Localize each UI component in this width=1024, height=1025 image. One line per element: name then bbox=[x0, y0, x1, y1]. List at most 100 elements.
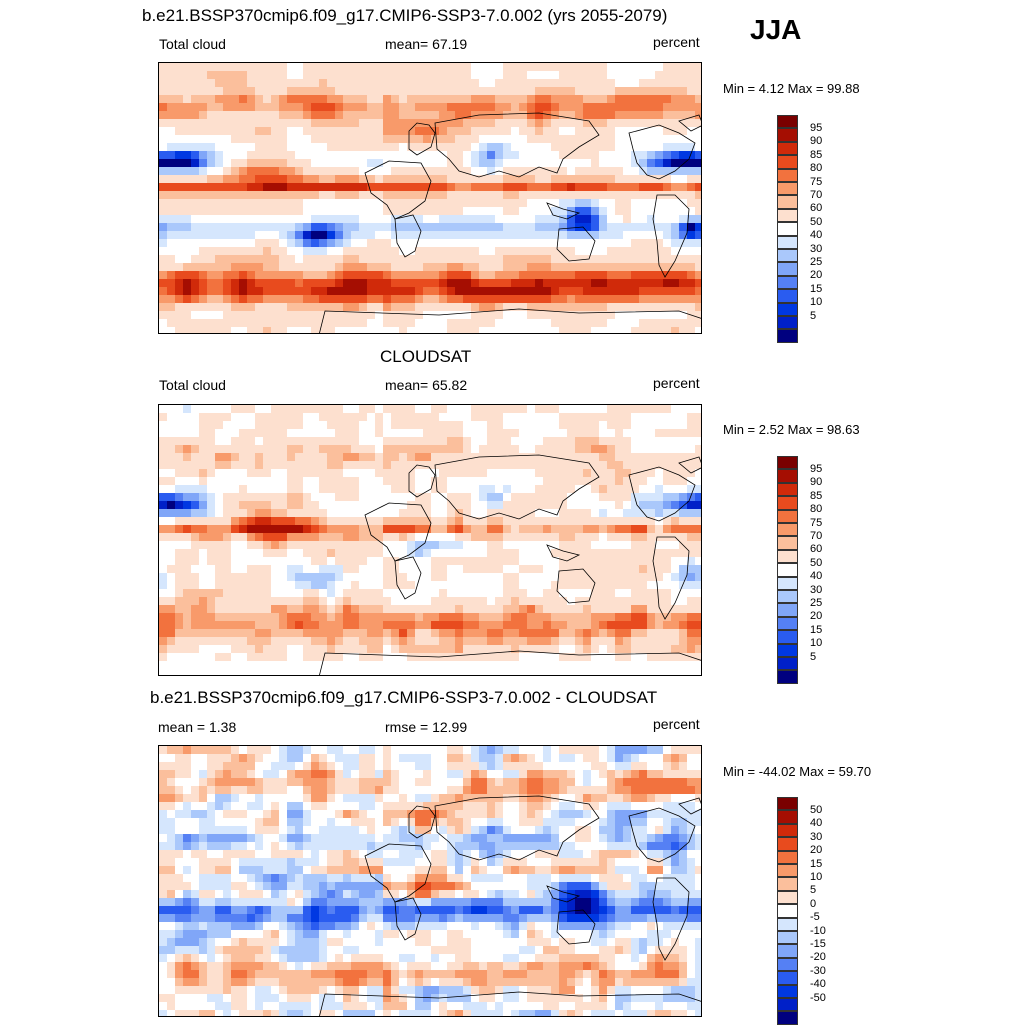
map-cell bbox=[287, 279, 296, 288]
map-cell bbox=[183, 453, 192, 462]
map-cell bbox=[471, 405, 480, 414]
map-cell bbox=[463, 629, 472, 638]
map-cell bbox=[255, 319, 264, 328]
map-cell bbox=[471, 541, 480, 550]
map-cell bbox=[159, 405, 168, 414]
map-cell bbox=[455, 469, 464, 478]
map-cell bbox=[255, 413, 264, 422]
map-cell bbox=[439, 754, 448, 763]
map-cell bbox=[495, 191, 504, 200]
map-cell bbox=[607, 573, 616, 582]
map-cell bbox=[487, 485, 496, 494]
map-cell bbox=[279, 287, 288, 296]
map-cell bbox=[303, 327, 312, 334]
map-cell bbox=[439, 111, 448, 120]
map-cell bbox=[231, 127, 240, 136]
map-cell bbox=[559, 485, 568, 494]
map-cell bbox=[391, 461, 400, 470]
map-cell bbox=[271, 191, 280, 200]
map-cell bbox=[327, 509, 336, 518]
map-cell bbox=[287, 175, 296, 184]
map-cell bbox=[351, 167, 360, 176]
map-cell bbox=[399, 493, 408, 502]
map-cell bbox=[327, 437, 336, 446]
map-cell bbox=[303, 621, 312, 630]
map-cell bbox=[271, 231, 280, 240]
map-cell bbox=[311, 103, 320, 112]
map-cell bbox=[295, 119, 304, 128]
map-cell bbox=[471, 255, 480, 264]
map-cell bbox=[695, 287, 702, 296]
map-cell bbox=[295, 621, 304, 630]
map-cell bbox=[207, 613, 216, 622]
map-cell bbox=[159, 469, 168, 478]
map-cell bbox=[631, 754, 640, 763]
map-cell bbox=[367, 71, 376, 80]
map-cell bbox=[519, 135, 528, 144]
map-cell bbox=[391, 231, 400, 240]
map-cell bbox=[231, 79, 240, 88]
map-cell bbox=[199, 199, 208, 208]
map-cell bbox=[607, 581, 616, 590]
map-cell bbox=[183, 645, 192, 654]
map-cell bbox=[191, 159, 200, 168]
map-cell bbox=[375, 151, 384, 160]
map-cell bbox=[199, 613, 208, 622]
map-cell bbox=[375, 159, 384, 168]
map-cell bbox=[431, 517, 440, 526]
map-cell bbox=[583, 239, 592, 248]
map-cell bbox=[543, 327, 552, 334]
map-cell bbox=[279, 103, 288, 112]
panel1-title: b.e21.BSSP370cmip6.f09_g17.CMIP6-SSP3-7.… bbox=[142, 6, 667, 26]
map-cell bbox=[343, 143, 352, 152]
map-cell bbox=[279, 319, 288, 328]
map-cell bbox=[231, 95, 240, 104]
map-cell bbox=[415, 327, 424, 334]
map-cell bbox=[271, 279, 280, 288]
map-cell bbox=[199, 231, 208, 240]
map-cell bbox=[207, 247, 216, 256]
map-cell bbox=[543, 103, 552, 112]
map-cell bbox=[447, 525, 456, 534]
map-cell bbox=[471, 589, 480, 598]
map-cell bbox=[191, 621, 200, 630]
map-cell bbox=[287, 271, 296, 280]
map-cell bbox=[335, 565, 344, 574]
map-cell bbox=[399, 167, 408, 176]
map-cell bbox=[447, 87, 456, 96]
map-cell bbox=[279, 637, 288, 646]
map-cell bbox=[343, 485, 352, 494]
map-cell bbox=[319, 319, 328, 328]
map-cell bbox=[599, 239, 608, 248]
map-cell bbox=[343, 405, 352, 414]
map-cell bbox=[487, 573, 496, 582]
map-cell bbox=[191, 279, 200, 288]
map-cell bbox=[191, 311, 200, 320]
map-cell bbox=[327, 469, 336, 478]
map-cell bbox=[183, 223, 192, 232]
map-cell bbox=[439, 263, 448, 272]
map-cell bbox=[679, 327, 688, 334]
map-cell bbox=[439, 429, 448, 438]
map-cell bbox=[407, 87, 416, 96]
map-cell bbox=[231, 613, 240, 622]
map-cell bbox=[463, 199, 472, 208]
map-cell bbox=[255, 549, 264, 558]
map-cell bbox=[527, 103, 536, 112]
map-cell bbox=[255, 223, 264, 232]
map-cell bbox=[175, 469, 184, 478]
map-cell bbox=[591, 565, 600, 574]
map-cell bbox=[471, 770, 480, 779]
map-cell bbox=[511, 453, 520, 462]
map-cell bbox=[383, 63, 392, 72]
map-cell bbox=[279, 453, 288, 462]
map-cell bbox=[663, 573, 672, 582]
map-cell bbox=[231, 501, 240, 510]
map-cell bbox=[487, 95, 496, 104]
map-cell bbox=[351, 223, 360, 232]
map-cell bbox=[567, 215, 576, 224]
map-cell bbox=[311, 223, 320, 232]
map-cell bbox=[255, 746, 264, 755]
colorbar-label: 15 bbox=[810, 625, 822, 636]
map-cell bbox=[327, 239, 336, 248]
